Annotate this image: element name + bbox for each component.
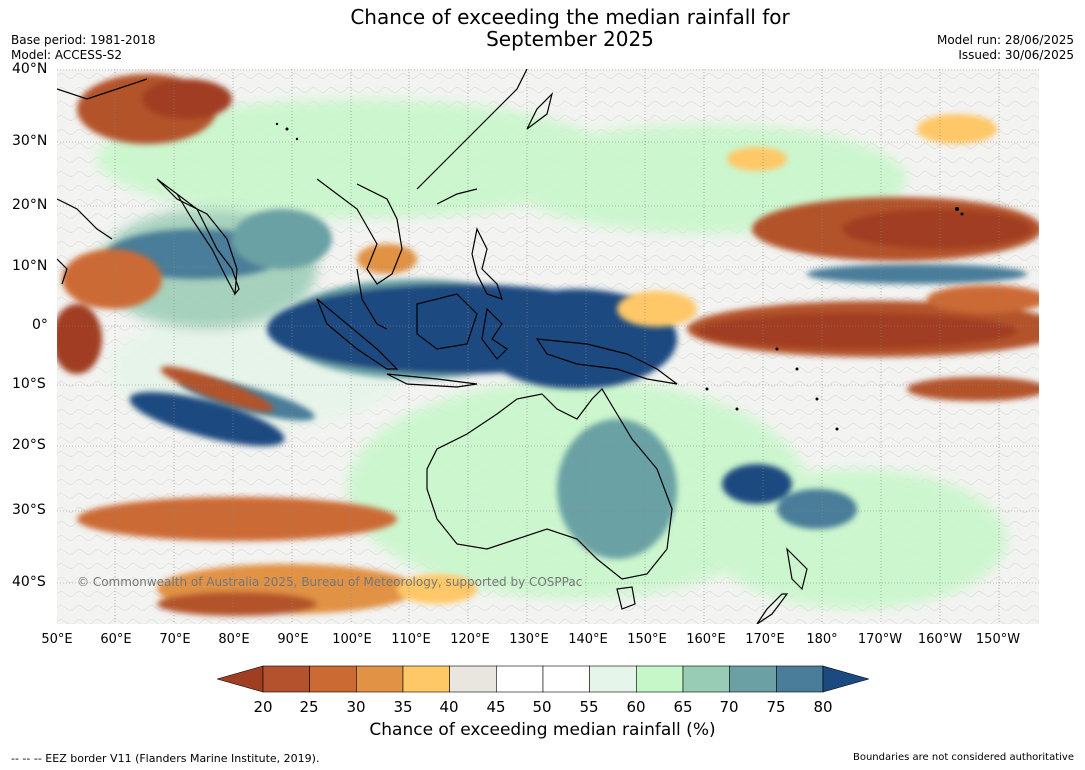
colorbar-cell xyxy=(402,665,450,693)
base-period: Base period: 1981-2018 xyxy=(11,33,156,47)
lon-label: 70°E xyxy=(159,632,191,647)
colorbar-cell xyxy=(636,665,684,693)
lon-label: 160°W xyxy=(917,632,963,647)
rainfall-probability-map xyxy=(57,69,1039,624)
lat-label: 40°S xyxy=(12,574,46,590)
lat-label: 10°S xyxy=(12,376,46,392)
lon-label: 170°W xyxy=(857,632,903,647)
colorbar-tick: 50 xyxy=(532,698,552,716)
model-name: Model: ACCESS-S2 xyxy=(11,48,123,62)
lon-label: 120°E xyxy=(450,632,490,647)
copyright-notice: © Commonwealth of Australia 2025, Bureau… xyxy=(77,575,583,589)
colorbar-tick: 40 xyxy=(439,698,459,716)
colorbar xyxy=(217,665,869,693)
boundary-disclaimer: Boundaries are not considered authoritat… xyxy=(852,752,1074,763)
colorbar-high-arrow xyxy=(822,665,869,693)
lon-label: 90°E xyxy=(277,632,309,647)
colorbar-cell xyxy=(496,665,544,693)
colorbar-low-arrow xyxy=(217,665,264,693)
pacific-islands xyxy=(275,122,964,431)
colorbar-tick: 20 xyxy=(253,698,273,716)
lon-label: 100°E xyxy=(332,632,372,647)
map-title-line1: Chance of exceeding the median rainfall … xyxy=(350,5,790,29)
lat-label: 20°S xyxy=(12,437,46,453)
colorbar-tick: 30 xyxy=(346,698,366,716)
lon-label: 150°W xyxy=(975,632,1021,647)
colorbar-tick: 65 xyxy=(673,698,693,716)
colorbar-cell xyxy=(542,665,590,693)
lat-label: 20°N xyxy=(12,197,48,213)
lat-label: 30°S xyxy=(12,502,46,518)
lat-label: 40°N xyxy=(12,61,48,77)
lon-label: 110°E xyxy=(391,632,431,647)
colorbar-cell xyxy=(682,665,730,693)
colorbar-tick: 75 xyxy=(766,698,786,716)
lon-label: 180° xyxy=(806,632,838,647)
map-title-line2: September 2025 xyxy=(486,27,654,51)
dry-regions xyxy=(57,74,1039,616)
eez-border-note: -- -- -- EEZ border V11 (Flanders Marine… xyxy=(11,752,320,765)
lat-label: 0° xyxy=(32,317,48,333)
lon-label: 60°E xyxy=(100,632,132,647)
colorbar-tick: 80 xyxy=(813,698,833,716)
colorbar-cell xyxy=(589,665,637,693)
colorbar-cell xyxy=(449,665,497,693)
colorbar-title: Chance of exceeding median rainfall (%) xyxy=(369,720,716,740)
model-run: Model run: 28/06/2025 xyxy=(936,33,1074,47)
colorbar-cell xyxy=(262,665,310,693)
map-gridlines xyxy=(57,69,1039,624)
colorbar-cell xyxy=(776,665,824,693)
colorbar-tick: 55 xyxy=(579,698,599,716)
colorbar-tick: 25 xyxy=(299,698,319,716)
colorbar-cell xyxy=(729,665,777,693)
lon-label: 80°E xyxy=(218,632,250,647)
colorbar-cell xyxy=(309,665,357,693)
colorbar-tick: 70 xyxy=(719,698,739,716)
colorbar-tick: 45 xyxy=(486,698,506,716)
lat-label: 30°N xyxy=(12,133,48,149)
lon-label: 160°E xyxy=(686,632,726,647)
colorbar-cell xyxy=(356,665,404,693)
colorbar-tick: 35 xyxy=(393,698,413,716)
colorbar-tick: 60 xyxy=(626,698,646,716)
lon-label: 140°E xyxy=(568,632,608,647)
lon-label: 130°E xyxy=(509,632,549,647)
lat-label: 10°N xyxy=(12,258,48,274)
lon-label: 170°E xyxy=(745,632,785,647)
lon-label: 150°E xyxy=(627,632,667,647)
lon-label: 50°E xyxy=(41,632,73,647)
issued-date: Issued: 30/06/2025 xyxy=(958,48,1074,62)
coastlines xyxy=(57,69,808,624)
